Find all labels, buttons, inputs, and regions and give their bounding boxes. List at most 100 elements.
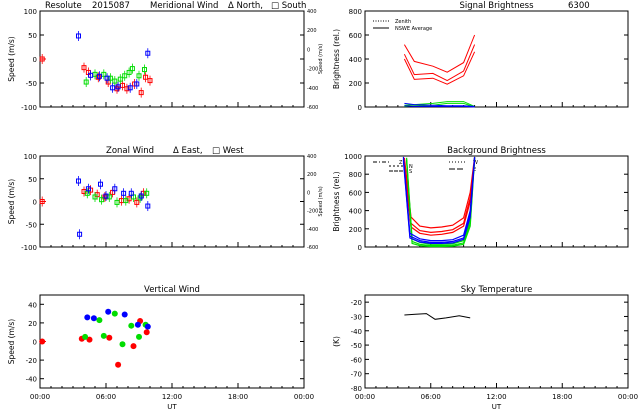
meridional-ytick-label: -100 — [21, 104, 37, 112]
signal-panel: 800 600 400 200 0 Brightness (rel.) Signal Bri… — [332, 1, 629, 112]
vertical-point-red — [115, 361, 122, 368]
zonal-title-part: □ West — [212, 146, 244, 156]
vertical-point-blue — [134, 321, 141, 328]
background-series-red-1 — [403, 156, 476, 229]
sky-ytick-label: -70 — [351, 371, 362, 379]
zonal-point-blue — [103, 193, 109, 199]
background-ytick-label: 200 — [349, 226, 362, 234]
signal-series-blue-2 — [404, 105, 475, 108]
zonal-title-part: Zonal Wind — [106, 146, 154, 156]
vertical-ytick-label: 40 — [28, 301, 37, 309]
vertical-point-red — [106, 334, 113, 341]
zonal-point-green — [84, 190, 90, 196]
sky-xtick-label: 18:00 — [552, 393, 572, 401]
zonal-point-blue — [145, 203, 151, 209]
sky-ytick-label: -20 — [351, 299, 362, 307]
vertical-ytick-label: 20 — [28, 320, 37, 328]
background-series-blue-3 — [402, 158, 476, 244]
meridional-point-green — [136, 73, 142, 79]
signal-ytick-label: 400 — [349, 56, 362, 64]
background-ytick-label: 800 — [349, 171, 362, 179]
vertical-xtick-label: 06:00 — [96, 393, 116, 401]
meridional-ytick-label: -50 — [26, 80, 37, 88]
meridional-ytick-label: 100 — [24, 8, 37, 16]
signal-ytick-label: 200 — [349, 80, 362, 88]
zonal-point-red — [39, 199, 45, 204]
meridional-point-blue — [127, 85, 133, 91]
zonal-point-blue — [121, 190, 127, 196]
zonal-point-blue — [138, 193, 144, 199]
vertical-point-green — [96, 317, 103, 324]
sky-ytick-label: -80 — [351, 385, 362, 393]
meridional-title-part: Resolute — [45, 1, 82, 11]
zonal-point-green — [123, 198, 129, 204]
meridional-point-blue — [96, 73, 102, 79]
signal-ytick-label: 600 — [349, 32, 362, 40]
background-legend-label: Z — [399, 160, 403, 166]
signal-ytick-label: 800 — [349, 8, 362, 16]
vertical-xlabel: UT — [167, 403, 177, 411]
zonal-ytick-label: 100 — [24, 153, 37, 161]
background-ytick-label: 400 — [349, 208, 362, 216]
meridional-point-blue — [104, 75, 110, 81]
meridional-point-green — [126, 69, 132, 75]
signal-legend-zenith: Zenith — [395, 19, 411, 25]
meridional-right-ytick-label: 200 — [307, 28, 317, 34]
vertical-ytick-label: -40 — [26, 376, 37, 384]
sky-title: Sky Temperature — [461, 285, 533, 295]
meridional-title-part: Meridional Wind — [150, 1, 218, 11]
zonal-ytick-label: 0 — [33, 199, 37, 207]
zonal-point-green — [92, 194, 98, 200]
meridional-ytick-label: 0 — [33, 56, 37, 64]
background-ytick-label: 0 — [358, 244, 362, 252]
meridional-right-ytick-label: -400 — [307, 86, 318, 92]
meridional-right-ytick-label: 400 — [307, 9, 317, 15]
zonal-point-blue — [76, 178, 81, 184]
vertical-point-blue — [105, 308, 112, 315]
vertical-point-green — [82, 333, 89, 340]
zonal-point-blue — [128, 190, 134, 196]
vertical-frame — [39, 294, 305, 389]
vertical-point-blue — [121, 311, 128, 318]
meridional-right-ytick-label: 0 — [307, 47, 310, 53]
meridional-point-green — [112, 78, 118, 84]
meridional-point-green — [107, 75, 113, 81]
zonal-title-part: Δ East, — [173, 146, 203, 156]
signal-ylabel: Brightness (rel.) — [332, 29, 341, 89]
sky-ylabel: (K) — [332, 336, 341, 347]
meridional-right-ytick-label: -600 — [307, 105, 318, 111]
zonal-point-blue — [112, 186, 118, 192]
vertical-point-green — [100, 332, 107, 339]
zonal-ylabel: Speed (m/s) — [7, 179, 16, 225]
meridional-point-blue — [134, 81, 140, 87]
meridional-ylabel: Speed (m/s) — [7, 36, 16, 82]
meridional-point-green — [142, 67, 147, 73]
zonal-point-blue — [98, 181, 103, 187]
zonal-right-ytick-label: -200 — [307, 209, 318, 215]
meridional-point-red — [81, 65, 87, 71]
zonal-point-green — [99, 197, 105, 203]
signal-series-red-3 — [403, 44, 476, 82]
vertical-ytick-label: 0 — [33, 339, 37, 347]
meridional-point-green — [117, 76, 123, 82]
zonal-ytick-label: -50 — [26, 221, 37, 229]
vertical-point-red — [130, 343, 137, 350]
meridional-title-part: 2015087 — [92, 1, 130, 11]
meridional-point-blue — [115, 84, 121, 90]
vertical-point-red — [86, 336, 93, 343]
vertical-xtick-label: 00:00 — [30, 393, 50, 401]
zonal-point-red — [134, 199, 140, 205]
sky-xtick-label: 06:00 — [421, 393, 441, 401]
background-ylabel: Brightness (rel.) — [332, 171, 341, 231]
zonal-right-ytick-label: -600 — [307, 245, 318, 251]
vertical-point-red — [143, 329, 150, 336]
signal-ytick-label: 0 — [358, 104, 362, 112]
meridional-title-part: Δ North, — [228, 1, 263, 11]
sky-frame — [364, 294, 629, 389]
meridional-point-green — [122, 73, 128, 79]
signal-series-red-1 — [403, 34, 476, 73]
meridional-point-blue — [110, 85, 116, 91]
zonal-right-ytick-label: -400 — [307, 227, 318, 233]
vertical-point-green — [128, 322, 135, 329]
meridional-point-red — [95, 74, 101, 80]
